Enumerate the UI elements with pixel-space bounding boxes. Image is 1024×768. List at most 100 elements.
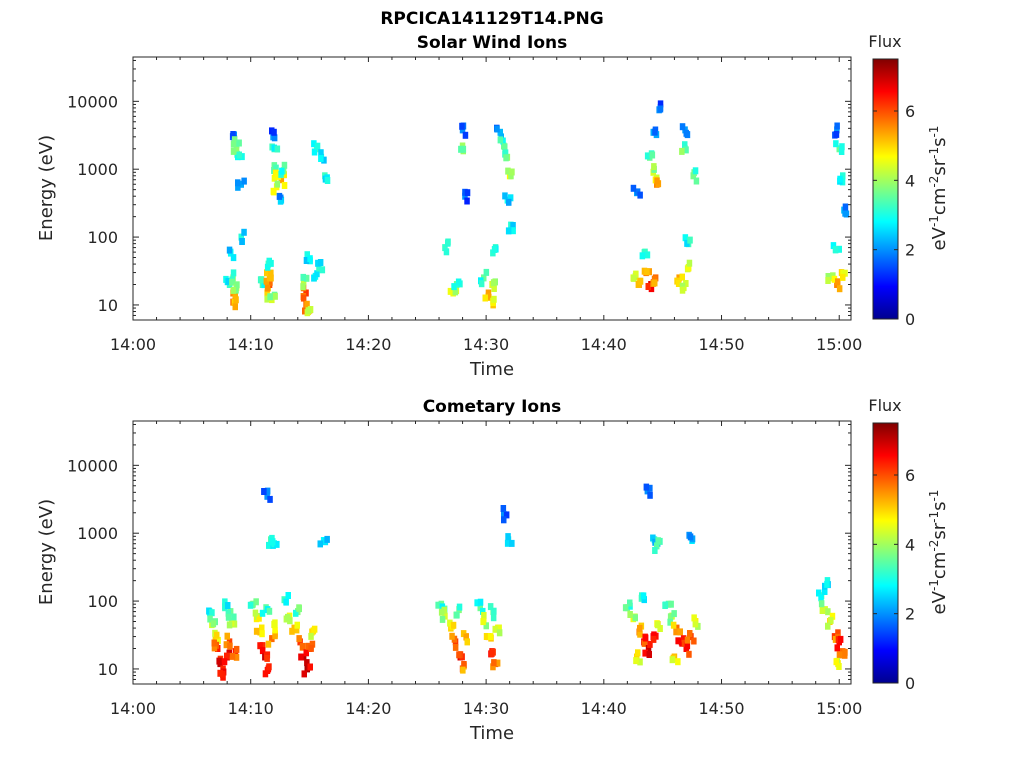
heatmap-cell-texture bbox=[263, 277, 270, 285]
x-tick-label: 14:30 bbox=[463, 335, 509, 354]
heatmap-cell-texture bbox=[662, 602, 668, 609]
heatmap-cell-texture bbox=[285, 613, 291, 621]
heatmap-cell-texture bbox=[492, 625, 498, 633]
heatmap-cell-texture bbox=[502, 192, 508, 200]
heatmap-cell-texture bbox=[505, 167, 511, 175]
heatmap-cell-texture bbox=[276, 192, 283, 200]
heatmap-cell-texture bbox=[308, 644, 314, 652]
heatmap-cell-texture bbox=[491, 295, 497, 303]
heatmap-cell-texture bbox=[675, 637, 681, 645]
colorbar-title: Flux bbox=[868, 32, 901, 51]
heatmap-cell-texture bbox=[230, 269, 237, 277]
heatmap-cell bbox=[442, 244, 448, 252]
x-axis-label: Time bbox=[469, 359, 514, 380]
heatmap-cell-texture bbox=[231, 613, 237, 621]
x-tick-label: 14:50 bbox=[698, 699, 744, 718]
heatmap-cell-texture bbox=[311, 140, 317, 148]
heatmap-cell-texture bbox=[307, 663, 313, 671]
heatmap-cell-texture bbox=[502, 143, 508, 151]
heatmap-cell-texture bbox=[483, 633, 490, 640]
heatmap-cell-texture bbox=[267, 278, 273, 286]
heatmap-cell-texture bbox=[236, 151, 242, 159]
colorbar-tick-label: 0 bbox=[905, 674, 915, 693]
heatmap-cell-texture bbox=[816, 589, 822, 597]
heatmap-cell bbox=[300, 278, 307, 286]
y-tick-label: 100 bbox=[87, 228, 118, 247]
heatmap-cell-texture bbox=[311, 625, 318, 633]
heatmap-cell bbox=[269, 635, 275, 643]
heatmap-cell bbox=[264, 492, 270, 500]
heatmap-cell-texture bbox=[268, 274, 274, 282]
axis-ticks: 14:00 14:10 14:20 14:30 14:40 14:50 15:00 10 100… bbox=[67, 57, 862, 354]
heatmap-cell-texture bbox=[494, 125, 500, 133]
heatmap-cell-texture bbox=[840, 273, 846, 281]
heatmap-cell-texture bbox=[627, 599, 633, 607]
heatmap-cell-texture bbox=[692, 167, 699, 175]
heatmap-cell-texture bbox=[504, 539, 511, 547]
heatmap-cell bbox=[316, 264, 322, 272]
heatmap-cell-texture bbox=[842, 648, 848, 656]
heatmap-cell-texture bbox=[253, 627, 260, 635]
heatmap-cell-texture bbox=[842, 203, 849, 211]
heatmap-cell-texture bbox=[271, 134, 278, 142]
heatmap-cell-texture bbox=[265, 640, 272, 648]
heatmap-cell-texture bbox=[825, 622, 831, 630]
heatmap-cell bbox=[477, 604, 483, 612]
heatmap-cell bbox=[238, 233, 244, 241]
colorbar-tick-label: 2 bbox=[905, 241, 915, 260]
heatmap-cell-texture bbox=[281, 182, 288, 189]
heatmap-cell-texture bbox=[641, 639, 648, 647]
heatmap-cell-texture bbox=[447, 287, 454, 295]
plot-area bbox=[133, 57, 851, 320]
heatmap-cell-texture bbox=[460, 666, 466, 674]
heatmap-cell-texture bbox=[490, 663, 496, 671]
heatmap-cell-texture bbox=[657, 100, 664, 108]
heatmap-cell-texture bbox=[825, 277, 831, 284]
heatmap-cell-texture bbox=[311, 274, 317, 282]
heatmap-cell-texture bbox=[435, 601, 441, 609]
heatmap-cell-texture bbox=[474, 599, 480, 607]
heatmap-cell-texture bbox=[836, 651, 843, 659]
heatmap-cell-texture bbox=[679, 273, 685, 281]
heatmap-cell-texture bbox=[640, 592, 647, 600]
heatmap-cell-texture bbox=[266, 663, 272, 671]
heatmap-cell-texture bbox=[235, 179, 241, 187]
heatmap-cell-texture bbox=[654, 621, 661, 629]
heatmap-cell-texture bbox=[644, 152, 651, 160]
heatmap-cell-texture bbox=[507, 194, 514, 202]
heatmap-cell-texture bbox=[252, 609, 259, 617]
panel-title: Solar Wind Ions bbox=[417, 33, 568, 53]
heatmap-cell-texture bbox=[272, 626, 278, 634]
heatmap-cell-texture bbox=[843, 210, 850, 218]
heatmap-cell-texture bbox=[311, 148, 318, 156]
heatmap-cell-texture bbox=[491, 607, 497, 615]
heatmap-cell-texture bbox=[642, 649, 648, 657]
x-tick-label: 14:00 bbox=[110, 335, 156, 354]
heatmap-cell-texture bbox=[508, 172, 514, 180]
heatmap-cell-texture bbox=[304, 659, 310, 667]
heatmap-cell-texture bbox=[211, 639, 217, 647]
heatmap-cell-texture bbox=[225, 277, 232, 285]
heatmap-cell-texture bbox=[230, 286, 237, 294]
heatmap-cell-texture bbox=[683, 129, 689, 137]
heatmap-cell-texture bbox=[835, 278, 841, 286]
heatmap-cell-texture bbox=[461, 661, 467, 668]
heatmap-cell-texture bbox=[230, 131, 236, 138]
heatmap-cell-texture bbox=[462, 131, 469, 139]
heatmap-cell-texture bbox=[221, 658, 228, 666]
heatmap-cell-texture bbox=[261, 488, 267, 495]
heatmap-cell-texture bbox=[641, 596, 647, 604]
heatmap-cell-texture bbox=[305, 307, 312, 315]
heatmap-cell-texture bbox=[285, 592, 291, 599]
heatmap-cell-texture bbox=[510, 222, 516, 229]
heatmap-cell bbox=[497, 128, 503, 136]
heatmap-cell-texture bbox=[211, 644, 218, 652]
heatmap-cell-texture bbox=[230, 140, 237, 148]
heatmap-cell-texture bbox=[439, 615, 446, 623]
heatmap-cell bbox=[824, 577, 831, 585]
heatmap-cell-texture bbox=[829, 612, 836, 620]
heatmap-cell-texture bbox=[318, 149, 324, 157]
heatmap-cell-texture bbox=[648, 285, 655, 293]
heatmap-cell-texture bbox=[679, 123, 686, 131]
heatmap-cell-texture bbox=[449, 632, 455, 640]
